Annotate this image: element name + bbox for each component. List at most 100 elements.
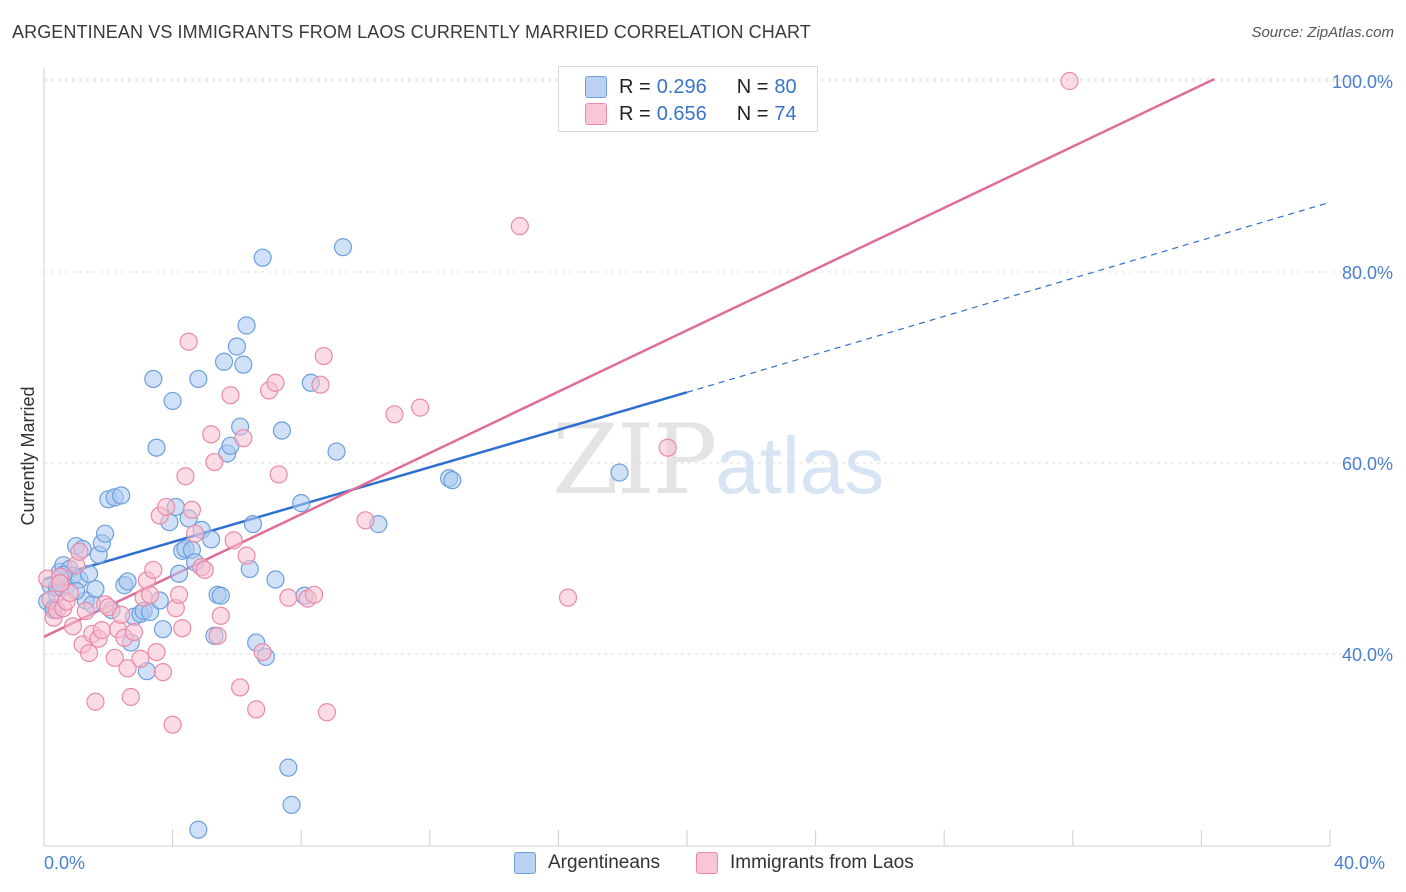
- laos-point: [179, 332, 198, 351]
- axes: [43, 68, 1331, 847]
- chart-title: ARGENTINEAN VS IMMIGRANTS FROM LAOS CURR…: [12, 22, 811, 42]
- laos-point: [79, 643, 99, 663]
- argentineans-point: [147, 438, 166, 457]
- laos-point: [224, 531, 243, 550]
- legend-n-label: N =: [736, 75, 769, 98]
- legend-n-label: N =: [736, 102, 769, 125]
- trend-lines: [43, 77, 1331, 638]
- argentineans-trend-line: [43, 391, 688, 581]
- laos-point: [157, 497, 176, 517]
- series-legend: Argentineans Immigrants from Laos: [0, 852, 1406, 878]
- laos-point: [558, 588, 578, 607]
- laos-point: [314, 346, 333, 366]
- legend-swatch-blue: [585, 76, 607, 98]
- laos-point: [266, 373, 285, 392]
- legend-n-value: 80: [774, 75, 797, 98]
- laos-point: [510, 217, 529, 236]
- laos-point: [76, 601, 95, 621]
- laos-point: [118, 659, 137, 678]
- laos-point: [221, 386, 240, 405]
- argentineans-point: [272, 421, 292, 440]
- laos-point: [317, 703, 337, 722]
- laos-point: [304, 585, 324, 604]
- argentineans-point: [95, 524, 115, 543]
- argentineans-point: [266, 570, 285, 589]
- argentineans-point: [253, 248, 272, 267]
- laos-point: [311, 375, 330, 394]
- legend-r-label: R =: [619, 75, 651, 98]
- correlation-legend: R = 0.296 N = 80 R = 0.656 N = 74: [558, 66, 818, 132]
- argentineans-point: [189, 820, 208, 839]
- y-tick-label: 100.0%: [1332, 72, 1393, 92]
- laos-point: [208, 626, 227, 645]
- legend-swatch-pink: [585, 103, 607, 125]
- laos-point: [163, 715, 182, 734]
- argentineans-point: [202, 530, 221, 549]
- laos-point: [92, 621, 111, 640]
- argentineans-point: [79, 564, 99, 583]
- laos-point: [131, 649, 150, 668]
- laos-point: [153, 663, 173, 682]
- laos-point: [105, 648, 124, 667]
- series-legend-label: Immigrants from Laos: [730, 852, 914, 873]
- argentineans-point: [144, 369, 163, 389]
- argentineans-point: [243, 515, 263, 534]
- legend-n-value: 74: [774, 102, 797, 125]
- laos-point: [269, 465, 288, 484]
- argentineans-point: [610, 463, 629, 482]
- watermark-atlas: atlas: [715, 421, 885, 510]
- y-tick-label: 40.0%: [1342, 645, 1393, 665]
- series-swatch-blue: [514, 852, 536, 874]
- laos-point: [279, 588, 298, 607]
- laos-point: [1060, 71, 1079, 91]
- argentineans-point: [443, 471, 462, 490]
- laos-point: [124, 622, 144, 642]
- legend-r-label: R =: [619, 102, 651, 125]
- argentineans-point: [333, 238, 353, 257]
- argentineans-point: [118, 572, 137, 591]
- argentineans-point: [153, 620, 173, 639]
- laos-point: [237, 546, 256, 565]
- series-swatch-pink: [696, 852, 718, 874]
- y-axis-label: Currently Married: [18, 386, 38, 525]
- laos-point: [147, 642, 166, 662]
- laos-point: [385, 405, 404, 424]
- argentineans-point: [189, 369, 208, 389]
- laos-point: [186, 524, 205, 543]
- laos-point: [50, 574, 70, 593]
- argentineans-trend-extension: [686, 201, 1331, 393]
- legend-row-laos: R = 0.656 N = 74: [585, 102, 797, 126]
- y-tick-label: 80.0%: [1342, 263, 1393, 283]
- laos-point: [140, 585, 160, 604]
- argentineans-point: [279, 758, 298, 777]
- laos-point: [211, 606, 230, 625]
- watermark: ZIPatlas: [552, 404, 884, 516]
- laos-point: [231, 678, 250, 697]
- legend-r-value: 0.296: [656, 75, 707, 98]
- argentineans-point: [282, 795, 301, 814]
- laos-point: [86, 692, 105, 711]
- series-legend-laos: Immigrants from Laos: [696, 852, 914, 874]
- legend-r-value: 0.656: [656, 102, 707, 125]
- x-tick-max: 40.0%: [1334, 853, 1386, 873]
- laos-point: [144, 560, 163, 580]
- laos-point: [63, 617, 83, 636]
- laos-point: [70, 542, 89, 561]
- argentineans-point: [237, 316, 256, 335]
- argentineans-point: [163, 391, 182, 411]
- argentineans-point: [169, 564, 189, 583]
- argentineans-point: [211, 586, 230, 605]
- laos-point: [169, 585, 189, 604]
- series-legend-label: Argentineans: [548, 852, 660, 873]
- laos-point: [234, 429, 253, 448]
- laos-point: [253, 642, 272, 662]
- laos-point: [121, 687, 140, 707]
- argentineans-point: [327, 442, 346, 461]
- legend-row-argentineans: R = 0.296 N = 80: [585, 75, 797, 99]
- laos-point: [356, 511, 375, 530]
- laos-point: [658, 438, 677, 457]
- laos-point: [411, 398, 430, 417]
- argentineans-point: [227, 337, 246, 356]
- argentineans-point: [112, 486, 131, 505]
